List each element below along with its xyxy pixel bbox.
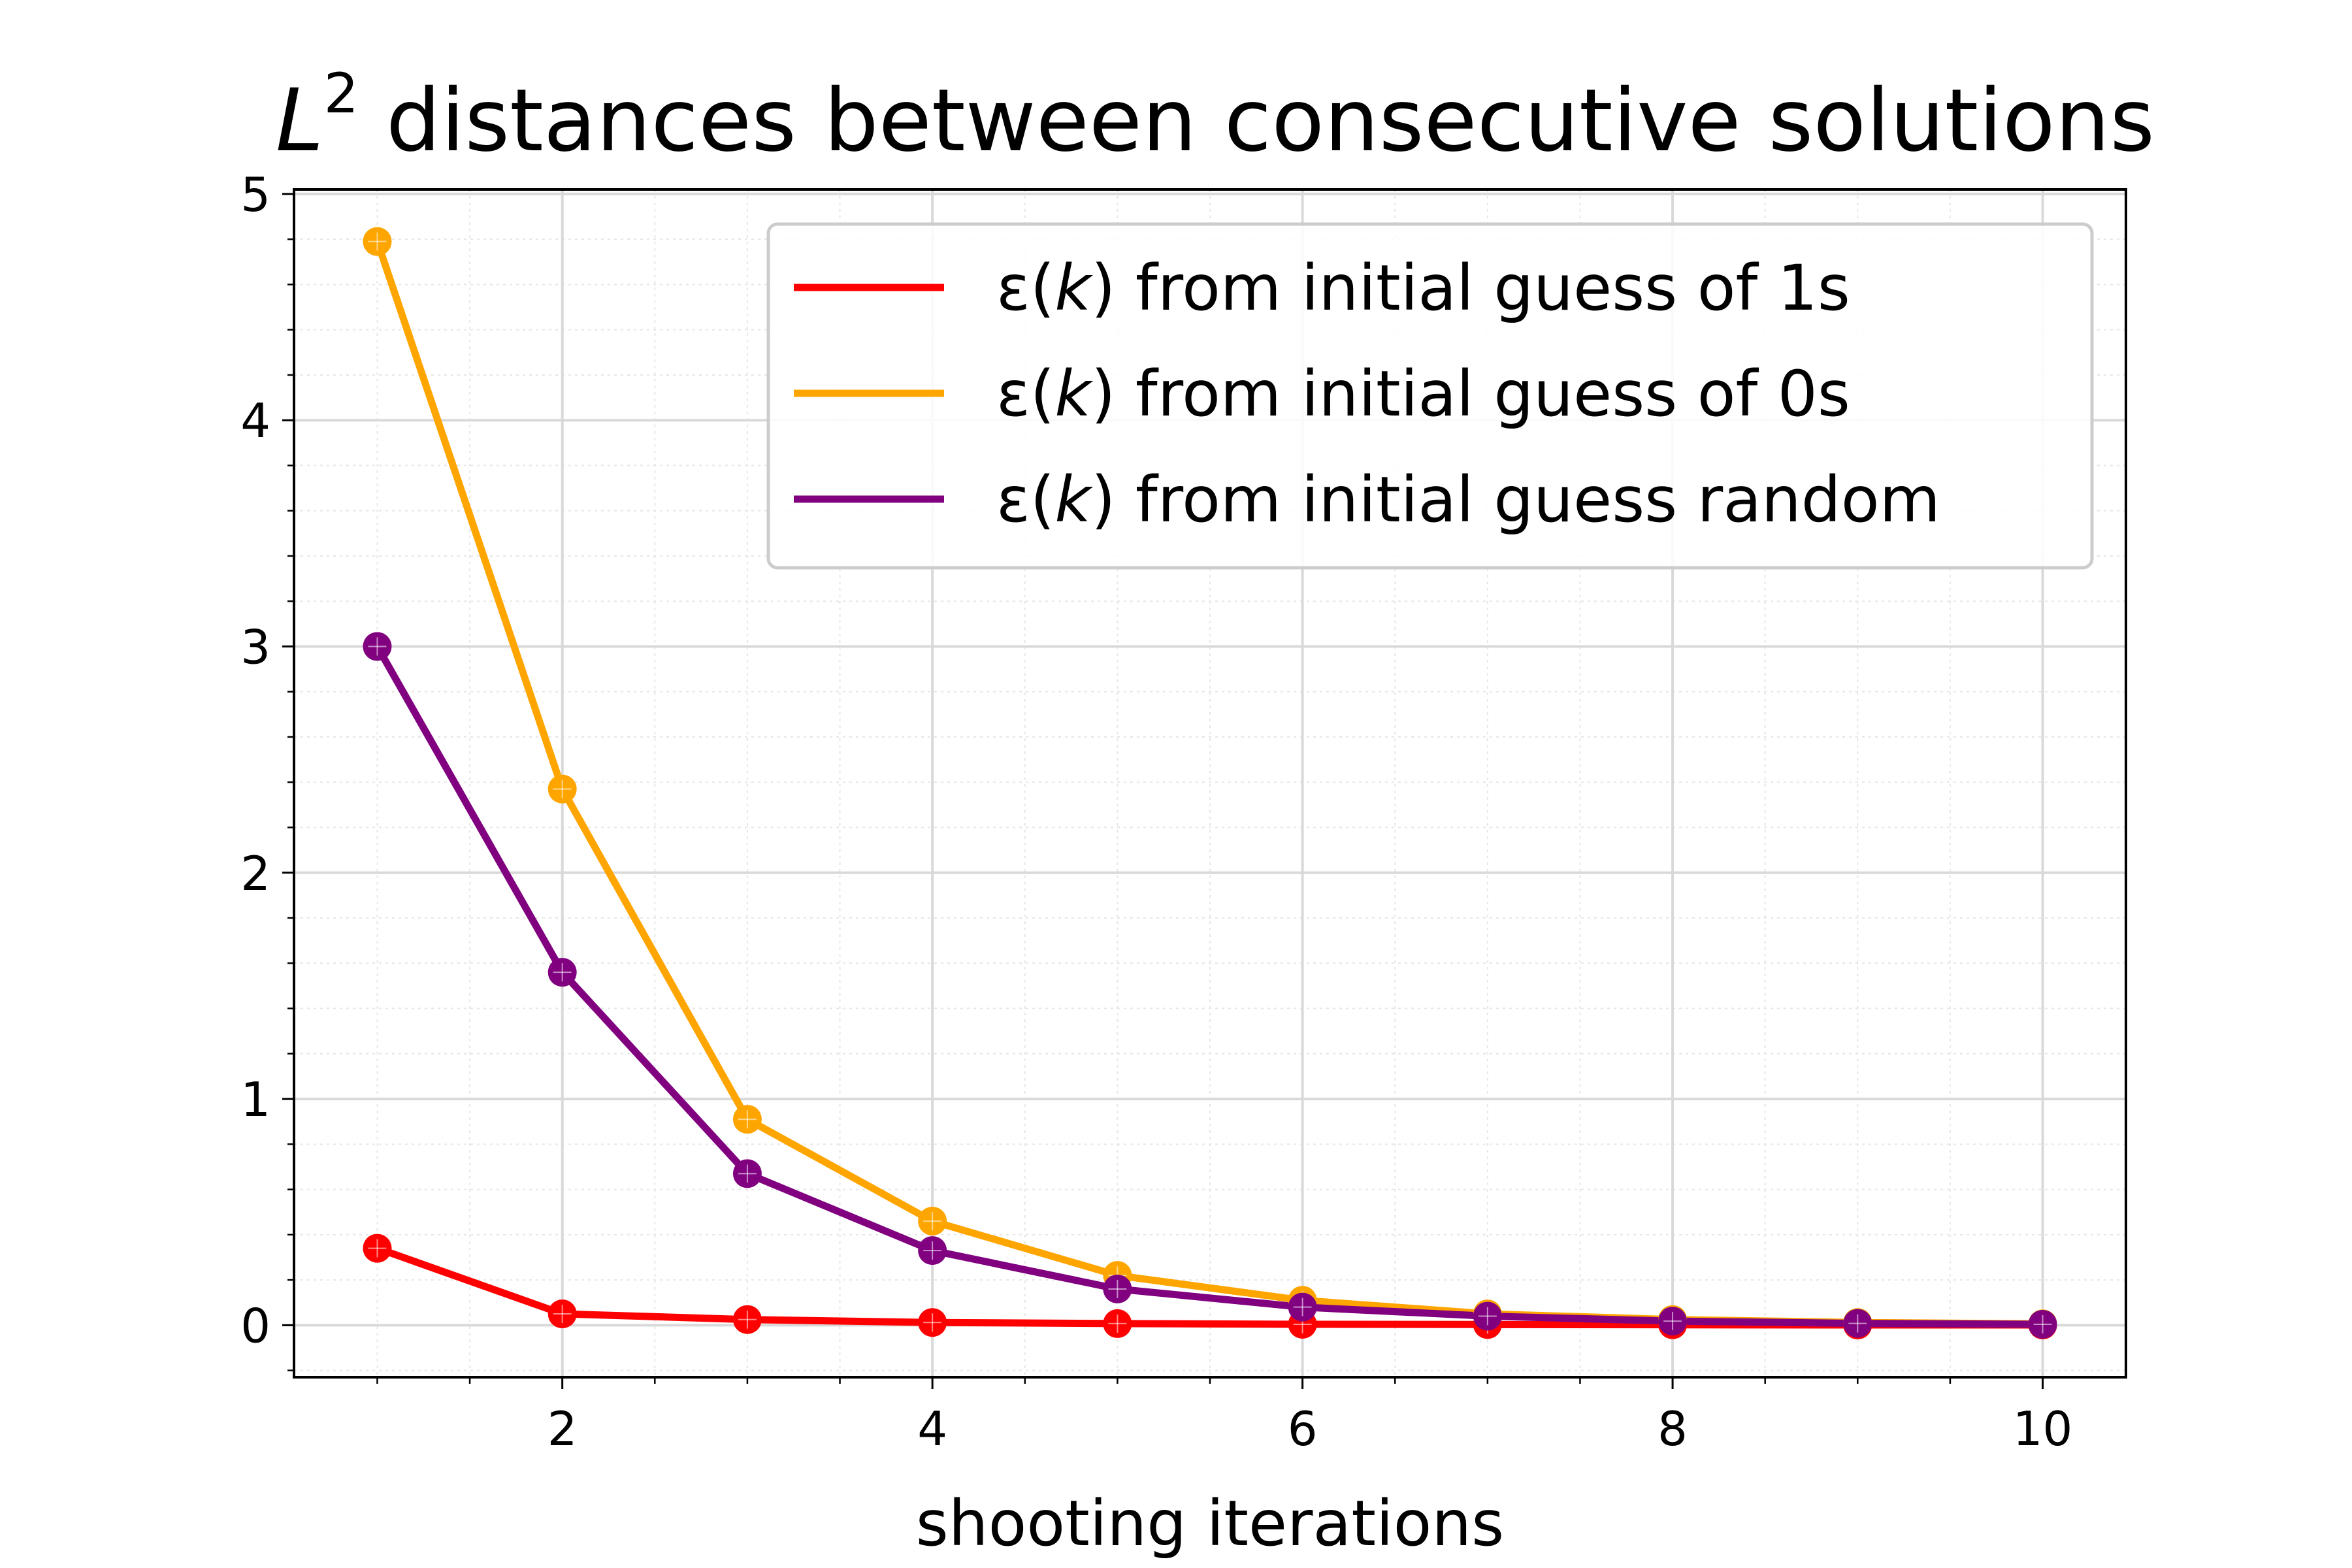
x-axis-label: shooting iterations bbox=[916, 1487, 1505, 1560]
y-tick-label: 2 bbox=[240, 846, 270, 901]
series-line-2 bbox=[374, 643, 2046, 1328]
legend-label-0-suffix: ) from initial guess of 1s bbox=[1091, 252, 1850, 325]
legend-label-1-prefix: ε( bbox=[996, 357, 1054, 431]
x-tick-label: 10 bbox=[2013, 1401, 2073, 1456]
legend-label-0-prefix: ε( bbox=[996, 252, 1054, 325]
legend-label-2-prefix: ε( bbox=[996, 463, 1054, 536]
chart-title-base: L bbox=[276, 71, 324, 171]
x-tick-label: 2 bbox=[547, 1401, 578, 1456]
legend-label-1-suffix: ) from initial guess of 0s bbox=[1091, 357, 1850, 431]
chart-title-superscript: 2 bbox=[323, 61, 358, 125]
series-markers bbox=[363, 227, 2057, 1340]
x-tick-labels: 2 4 6 8 10 bbox=[547, 1401, 2073, 1456]
legend-entries: ε(k) from initial guess of 1sε(k) from i… bbox=[794, 252, 1940, 536]
chart-title-rest: distances between consecutive solutions bbox=[359, 71, 2155, 171]
y-tick-label: 4 bbox=[240, 393, 270, 448]
legend-label-2-suffix: ) from initial guess random bbox=[1091, 463, 1940, 536]
y-tick-labels: 0 1 2 3 4 5 bbox=[240, 167, 270, 1353]
legend-label-2-var: k bbox=[1054, 463, 1093, 536]
legend-label-1-var: k bbox=[1054, 357, 1093, 431]
legend-label-2: ε(k) from initial guess random bbox=[996, 463, 1940, 536]
chart-title: L2 distances between consecutive solutio… bbox=[276, 61, 2155, 171]
legend-label-1: ε(k) from initial guess of 0s bbox=[996, 357, 1850, 431]
x-tick-label: 4 bbox=[917, 1401, 947, 1456]
y-tick-label: 3 bbox=[240, 619, 270, 674]
legend-label-0: ε(k) from initial guess of 1s bbox=[996, 252, 1850, 325]
axis-ticks bbox=[282, 193, 2044, 1389]
y-tick-label: 0 bbox=[240, 1298, 270, 1353]
series-lines bbox=[374, 238, 2046, 1329]
legend-label-0-var: k bbox=[1054, 252, 1093, 325]
y-tick-label: 1 bbox=[240, 1072, 270, 1127]
y-tick-label: 5 bbox=[240, 167, 270, 222]
x-tick-label: 6 bbox=[1288, 1401, 1318, 1456]
legend-box bbox=[766, 222, 2094, 570]
legend: ε(k) from initial guess of 1sε(k) from i… bbox=[766, 222, 2094, 570]
x-tick-label: 8 bbox=[1658, 1401, 1688, 1456]
